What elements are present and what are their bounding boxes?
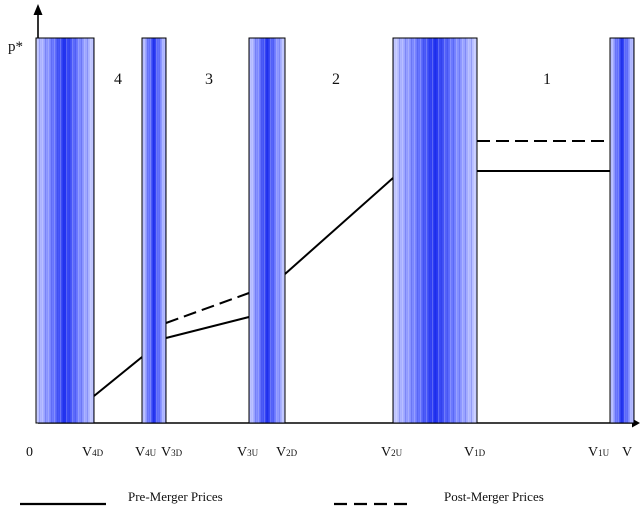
post-merger-segment-region-3 — [165, 292, 250, 324]
band-2 — [141, 37, 167, 424]
axes — [33, 4, 640, 428]
tick-label-v3d: V3D — [161, 445, 183, 460]
pre-merger-price-lines — [93, 170, 610, 397]
band-3 — [248, 37, 286, 424]
legend-pre-merger-label: Pre-Merger Prices — [128, 489, 223, 504]
band-5 — [609, 37, 635, 424]
tick-label-v2d: V2D — [276, 445, 298, 460]
pre-merger-segment-region-4 — [93, 356, 143, 397]
band-1 — [35, 37, 95, 424]
x-tick-labels: 0 V4D V4U V3D V3U V2D V2U V1D V1U V — [26, 445, 632, 460]
region-label-3: 3 — [205, 71, 213, 88]
y-axis-arrow-icon — [33, 4, 43, 15]
post-merger-price-lines — [165, 140, 610, 324]
tick-label-v1u: V1U — [588, 445, 610, 460]
region-label-4: 4 — [114, 71, 122, 88]
legend: Pre-Merger Prices Post-Merger Prices — [20, 489, 544, 506]
legend-post-merger-label: Post-Merger Prices — [444, 489, 544, 504]
origin-label: 0 — [26, 445, 33, 460]
tick-label-v4d: V4D — [82, 445, 104, 460]
region-labels: 4 3 2 1 — [114, 71, 551, 88]
band-4 — [392, 37, 478, 424]
pre-merger-segment-region-3 — [165, 316, 250, 339]
region-label-2: 2 — [332, 71, 340, 88]
tick-label-v2u: V2U — [381, 445, 403, 460]
region-label-1: 1 — [543, 71, 551, 88]
pre-merger-segment-region-2 — [284, 177, 394, 275]
y-axis-label: p* — [8, 39, 23, 55]
bands — [35, 37, 635, 424]
tick-label-v1d: V1D — [464, 445, 486, 460]
tick-label-v: V — [622, 445, 632, 460]
tick-label-v4u: V4U — [135, 445, 157, 460]
tick-label-v3u: V3U — [237, 445, 259, 460]
